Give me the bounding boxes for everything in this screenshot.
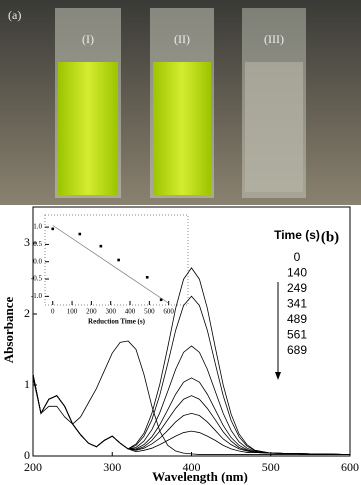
spectrum-line bbox=[32, 374, 351, 455]
cuvette-label: (I) bbox=[82, 32, 94, 46]
legend-entry: 489 bbox=[287, 312, 307, 326]
point bbox=[117, 258, 120, 262]
y-tick-label: 0.5 bbox=[33, 240, 42, 248]
y-tick-label: 2 bbox=[24, 306, 30, 320]
point bbox=[159, 298, 163, 302]
point bbox=[99, 244, 103, 248]
legend-entry: 249 bbox=[287, 281, 307, 295]
panel-label: (a) bbox=[8, 8, 21, 22]
x-tick-label: 400 bbox=[125, 308, 136, 316]
x-tick-label: 300 bbox=[103, 460, 121, 474]
cuvette-label: (III) bbox=[264, 32, 284, 46]
photo: (a) (I) (II) (III) bbox=[0, 0, 361, 205]
y-axis-title: Absorbance bbox=[1, 297, 16, 364]
y-tick-label: -1.0 bbox=[31, 292, 43, 300]
legend-entry: 341 bbox=[287, 297, 307, 311]
x-tick-label: 600 bbox=[341, 460, 359, 474]
y-tick-label: 0.0 bbox=[33, 257, 42, 265]
y-tick-label: 1.0 bbox=[33, 223, 42, 231]
liquid bbox=[153, 62, 211, 195]
spectrum-line bbox=[32, 340, 350, 455]
y-tick-label: 0 bbox=[24, 448, 30, 462]
x-tick-label: 0 bbox=[51, 308, 55, 316]
x-tick-label: 400 bbox=[183, 460, 201, 474]
point bbox=[145, 276, 149, 279]
spectrum-line bbox=[32, 345, 351, 455]
liquid bbox=[58, 62, 118, 195]
arrow-head bbox=[275, 372, 281, 380]
x-tick-label: 200 bbox=[86, 308, 97, 316]
legend-entry: 0 bbox=[294, 250, 301, 264]
point bbox=[78, 232, 82, 236]
x-tick-label: 500 bbox=[262, 460, 280, 474]
spectrum-line bbox=[32, 374, 351, 455]
y-tick-label: 3 bbox=[24, 235, 30, 249]
x-axis-title: Reduction Time (s) bbox=[88, 318, 146, 326]
legend-entry: 689 bbox=[287, 343, 307, 357]
x-tick-label: 200 bbox=[24, 460, 42, 474]
cuvette-label: (II) bbox=[174, 32, 190, 46]
fit-line bbox=[52, 225, 169, 304]
spectrum-line bbox=[32, 374, 351, 455]
liquid bbox=[245, 62, 303, 192]
x-tick-label: 100 bbox=[67, 308, 78, 316]
y-tick-label: -0.5 bbox=[31, 275, 43, 283]
legend-entry: 140 bbox=[287, 266, 307, 280]
legend-title: Time (s) bbox=[274, 228, 320, 242]
point bbox=[51, 227, 55, 231]
legend-entry: 561 bbox=[287, 328, 307, 342]
x-tick-label: 300 bbox=[105, 308, 116, 316]
inset-frame bbox=[44, 214, 189, 306]
panel-label: (b) bbox=[321, 229, 339, 245]
y-tick-label: 1 bbox=[24, 377, 30, 391]
x-axis-title: Wavelength (nm) bbox=[152, 469, 248, 484]
spectrum-line bbox=[32, 374, 351, 455]
x-tick-label: 500 bbox=[144, 308, 155, 316]
x-tick-label: 600 bbox=[163, 308, 174, 316]
